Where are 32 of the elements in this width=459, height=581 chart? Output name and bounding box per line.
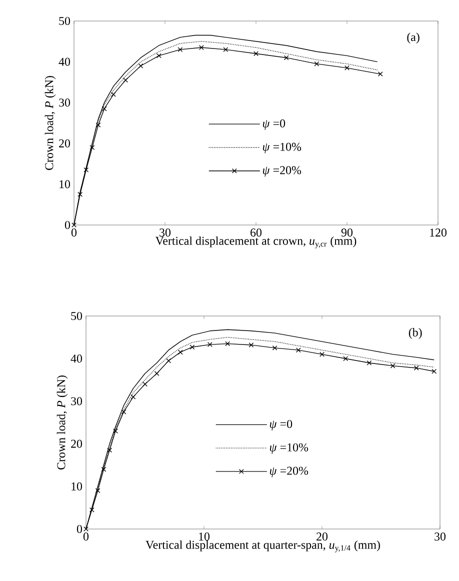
legend-label: ψ =0 xyxy=(262,119,286,130)
x-tick-label: 30 xyxy=(434,532,446,541)
annotation: (a) xyxy=(407,32,420,44)
y-tick-label: 30 xyxy=(59,98,70,107)
legend-label: ψ =10% xyxy=(270,443,308,454)
y-axis-title: Crown load, P (kN) xyxy=(44,76,56,170)
annotation: (b) xyxy=(408,328,422,339)
x-tick-label: 20 xyxy=(316,532,328,541)
legend-label: ψ =0 xyxy=(270,420,292,430)
y-tick-label: 10 xyxy=(72,482,82,490)
y-tick-label: 20 xyxy=(71,440,82,448)
x-tick-label: 60 xyxy=(250,228,262,237)
x-tick-label: 30 xyxy=(160,228,171,237)
x-tick-label: 10 xyxy=(199,532,210,541)
y-tick-label: 0 xyxy=(64,220,70,230)
legend-label: ψ =10% xyxy=(262,142,302,154)
x-tick-label: 120 xyxy=(430,228,447,237)
x-tick-label: 0 xyxy=(83,532,89,541)
legend-label: ψ =20% xyxy=(262,166,302,177)
y-tick-label: 40 xyxy=(58,58,70,66)
y-tick-label: 40 xyxy=(70,354,82,363)
x-axis-title: Vertical displacement at crown, u$_{y,cr}$ (mm) xyxy=(155,236,356,248)
x-axis-title: Vertical displacement at quarter-span, u$_{y,1/4}$ (mm) xyxy=(146,540,380,552)
y-tick-label: 50 xyxy=(71,312,82,320)
y-tick-label: 50 xyxy=(59,16,70,26)
y-tick-label: 30 xyxy=(71,397,82,406)
y-tick-label: 10 xyxy=(60,180,70,188)
y-axis-title: Crown load, P (kN) xyxy=(56,376,68,470)
y-tick-label: 0 xyxy=(76,524,82,534)
legend-label: ψ =20% xyxy=(270,466,308,478)
x-tick-label: 90 xyxy=(341,228,353,237)
y-tick-label: 20 xyxy=(59,139,70,148)
